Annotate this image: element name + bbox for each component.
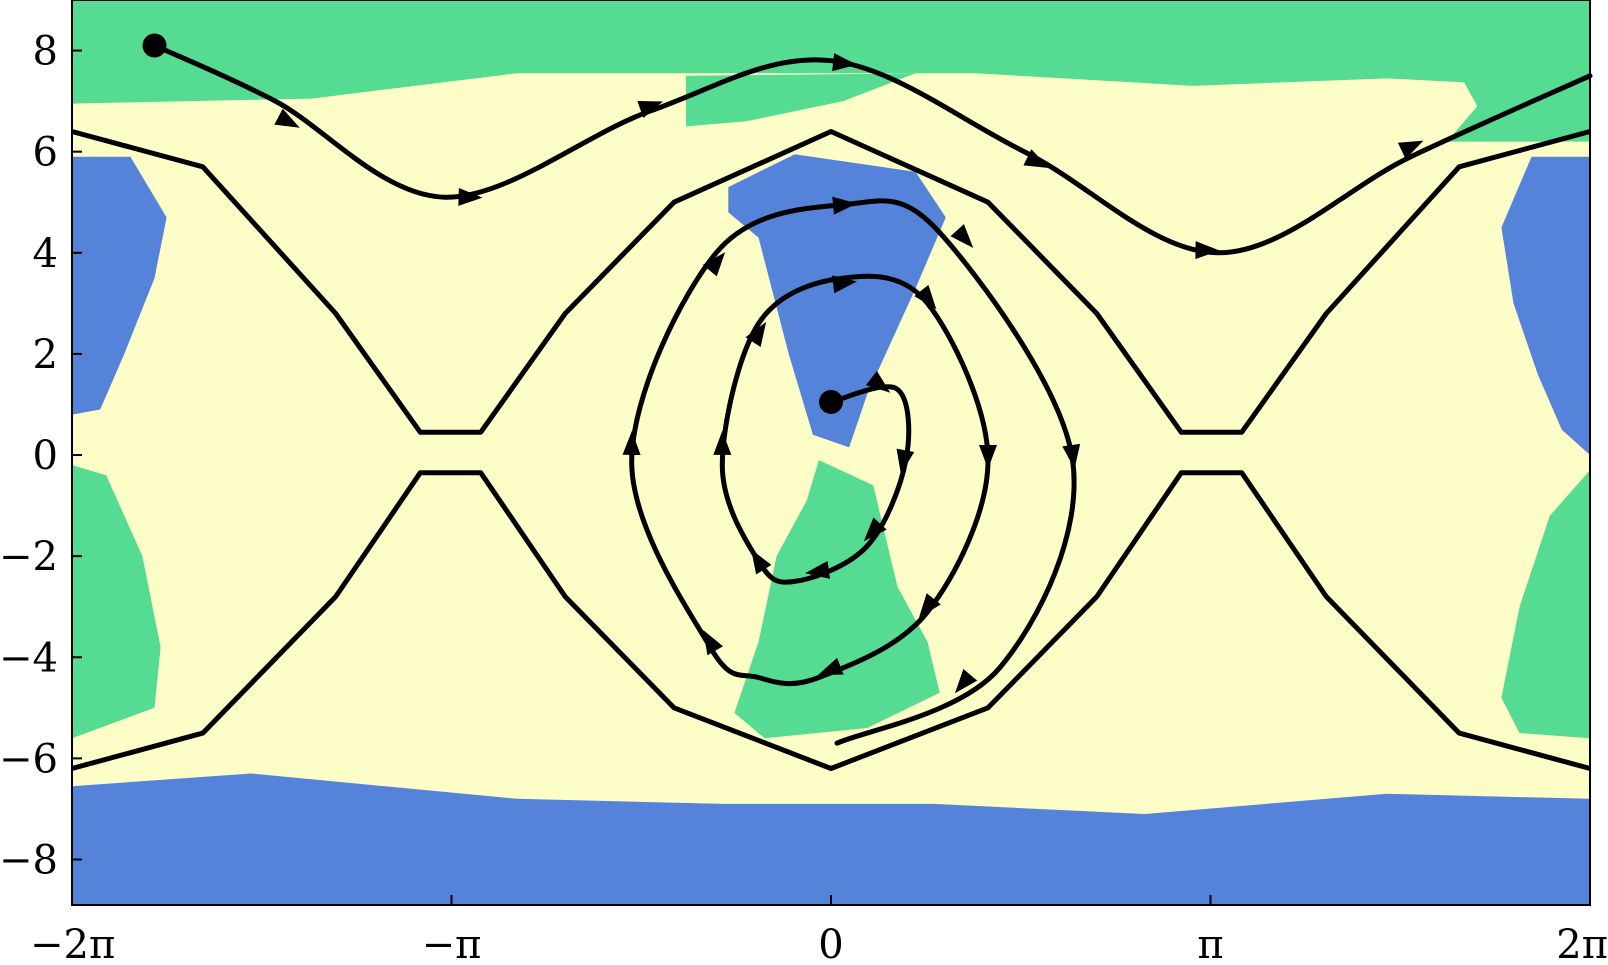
- green-region: [686, 73, 916, 127]
- trajectory-layer: [71, 33, 1593, 771]
- direction-arrow: [458, 187, 483, 206]
- direction-arrow: [745, 321, 767, 347]
- blue-region: [1501, 156, 1590, 455]
- direction-arrow: [1397, 140, 1424, 160]
- direction-arrow: [751, 549, 772, 575]
- y-tick-label: 6: [33, 130, 58, 176]
- direction-arrow: [863, 517, 887, 542]
- x-tick-label: −π: [422, 922, 482, 965]
- direction-arrow: [1023, 149, 1049, 169]
- y-tick-label: 8: [33, 29, 58, 75]
- direction-arrow: [832, 275, 858, 294]
- direction-arrow: [637, 101, 663, 119]
- y-tick-label: 0: [33, 433, 58, 479]
- x-axis-ticks: −2π −π 0 π 2π: [30, 895, 1608, 965]
- x-tick-label: −2π: [30, 922, 115, 965]
- blue-region: [72, 156, 167, 415]
- blue-region: [72, 773, 1590, 905]
- direction-arrow: [979, 445, 997, 469]
- direction-arrow: [896, 448, 915, 474]
- direction-arrow: [918, 593, 941, 618]
- direction-arrow: [703, 630, 724, 656]
- direction-arrow: [1062, 443, 1081, 469]
- direction-arrow: [622, 430, 641, 456]
- direction-arrow: [702, 252, 726, 277]
- y-tick-label: 2: [33, 332, 58, 378]
- blue-region: [728, 154, 946, 448]
- green-region: [1501, 470, 1590, 739]
- spiral-start-point: [819, 389, 843, 414]
- top-start-point: [142, 33, 167, 58]
- x-tick-label: 2π: [1556, 922, 1608, 965]
- green-region: [734, 460, 940, 739]
- y-tick-label: −8: [0, 837, 58, 883]
- spiral-trajectory: [629, 198, 1077, 746]
- green-region: [72, 465, 161, 739]
- y-tick-label: −4: [0, 635, 58, 681]
- direction-arrow: [832, 196, 858, 215]
- direction-arrow: [865, 370, 891, 393]
- direction-arrow: [832, 53, 858, 72]
- background-region: [72, 0, 1590, 905]
- y-tick-label: 4: [33, 231, 58, 277]
- direction-arrow: [950, 224, 974, 249]
- x-tick-label: 0: [818, 922, 843, 965]
- direction-arrow: [805, 561, 831, 579]
- direction-arrow: [817, 657, 844, 675]
- region-layer: [72, 0, 1590, 905]
- separatrix-line: [71, 470, 1591, 771]
- separatrix-line: [71, 129, 1591, 435]
- green-region: [72, 0, 1590, 104]
- direction-arrow: [274, 108, 300, 128]
- direction-arrow: [954, 669, 978, 694]
- direction-arrow: [914, 284, 937, 310]
- y-tick-label: −6: [0, 736, 58, 782]
- y-axis-ticks: 8 6 4 2 0 −2 −4 −6 −8: [0, 29, 82, 883]
- direction-arrow: [1195, 241, 1220, 260]
- direction-arrow: [713, 430, 732, 455]
- x-tick-label: π: [1197, 922, 1223, 965]
- y-tick-label: −2: [0, 534, 58, 580]
